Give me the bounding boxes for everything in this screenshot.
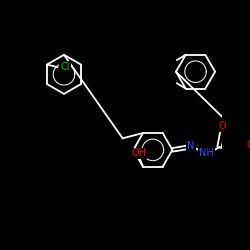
Text: Cl: Cl — [60, 62, 70, 72]
Text: NH: NH — [199, 148, 214, 158]
Text: N: N — [188, 141, 195, 151]
Text: OH: OH — [131, 148, 146, 158]
Text: O: O — [247, 140, 250, 150]
Text: O: O — [218, 121, 226, 131]
